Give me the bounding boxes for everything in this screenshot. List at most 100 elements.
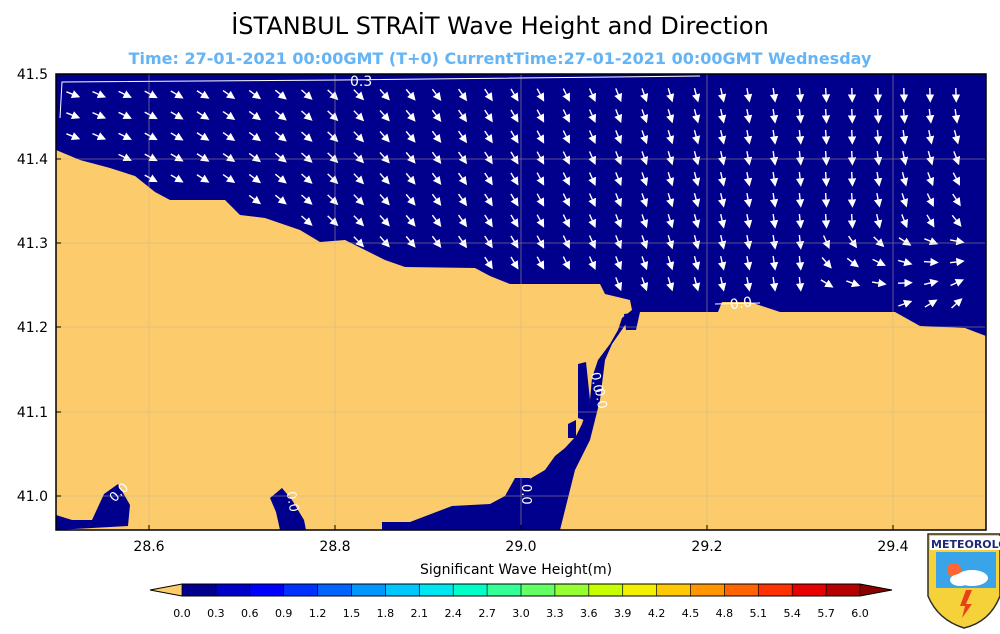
wave-arrow xyxy=(898,299,913,308)
wave-arrow xyxy=(717,255,727,271)
wave-arrow xyxy=(92,132,107,141)
wave-arrow xyxy=(640,130,649,145)
wave-arrow xyxy=(484,256,493,270)
wave-arrow xyxy=(301,215,313,226)
colorbar-cell xyxy=(317,584,352,596)
wave-arrow xyxy=(536,214,545,228)
colorbar-cell xyxy=(453,584,488,596)
colorbar-tick-label: 2.4 xyxy=(444,607,462,620)
wave-arrow xyxy=(795,276,805,292)
wave-arrow xyxy=(457,151,468,165)
wave-arrow xyxy=(900,214,909,229)
wave-arrow xyxy=(692,130,701,145)
wave-arrow xyxy=(949,257,965,267)
wave-arrow xyxy=(795,213,805,229)
wave-arrow xyxy=(692,277,701,292)
wave-arrow xyxy=(510,151,519,165)
wave-arrow xyxy=(873,108,883,124)
wave-arrow xyxy=(692,235,701,250)
colorbar-tick-label: 3.9 xyxy=(614,607,632,620)
wave-arrow xyxy=(743,171,753,187)
wave-arrow xyxy=(484,172,493,186)
logo-text: METEOROLOJ xyxy=(931,538,1000,551)
wave-arrow xyxy=(588,130,597,145)
wave-arrow xyxy=(951,298,963,309)
wave-arrow xyxy=(743,234,753,250)
wave-arrow xyxy=(952,130,961,145)
golden-horn-inlet xyxy=(270,488,306,530)
wave-arrow xyxy=(431,109,442,122)
wave-arrow xyxy=(92,90,107,99)
wave-arrow xyxy=(640,151,649,166)
wave-arrow xyxy=(952,151,961,166)
colorbar-tick-label: 4.2 xyxy=(648,607,666,620)
wave-arrow xyxy=(899,150,909,166)
wave-arrow xyxy=(743,129,753,145)
wave-arrow xyxy=(588,172,597,187)
wave-arrow xyxy=(640,277,649,292)
wave-arrow xyxy=(614,172,623,187)
contour-label: 0.0 xyxy=(587,371,605,394)
colorbar-tick-label: 6.0 xyxy=(851,607,869,620)
wave-arrow xyxy=(301,152,313,163)
wave-arrow xyxy=(562,193,570,207)
wave-arrow xyxy=(924,278,939,287)
map-gridlines xyxy=(56,74,986,530)
colorbar-tick-label: 3.3 xyxy=(546,607,564,620)
wave-arrow xyxy=(588,193,597,208)
wave-arrow xyxy=(484,88,493,102)
wave-arrow xyxy=(847,192,857,208)
wave-arrow xyxy=(379,173,390,185)
wave-arrow xyxy=(769,129,779,145)
wave-arrow xyxy=(379,236,390,248)
wave-arrow xyxy=(301,89,313,100)
wave-arrow xyxy=(405,235,416,248)
wave-arrow xyxy=(301,173,313,184)
wave-arrow xyxy=(821,108,831,124)
colorbar-cell xyxy=(758,584,793,596)
contour-label: 0.3 xyxy=(350,74,372,90)
wave-arrow xyxy=(431,193,442,206)
wave-arrow xyxy=(873,150,883,166)
colorbar-tick-label: 4.8 xyxy=(716,607,734,620)
wave-arrow xyxy=(926,151,935,166)
wave-arrow xyxy=(562,256,570,270)
wave-arrow xyxy=(588,235,597,250)
y-tick-label: 41.3 xyxy=(17,236,48,252)
wave-arrow xyxy=(717,192,727,208)
wave-arrow xyxy=(353,131,365,143)
wave-arrow xyxy=(692,109,701,124)
wave-arrow xyxy=(274,131,287,142)
wave-arrow xyxy=(640,214,649,229)
wave-arrow xyxy=(431,172,442,185)
colorbar-cell xyxy=(249,584,285,596)
wave-arrow xyxy=(431,130,442,143)
meteorology-logo: METEOROLOJ xyxy=(927,533,1000,629)
wave-arrow xyxy=(666,214,675,229)
wave-arrow xyxy=(821,257,832,269)
wave-arrow xyxy=(222,90,236,100)
wave-arrow xyxy=(952,193,961,207)
wave-arrow xyxy=(900,172,909,187)
wave-arrow xyxy=(614,88,623,103)
colorbar-label: Significant Wave Height(m) xyxy=(420,562,613,578)
wave-arrow xyxy=(692,172,701,187)
wave-arrow xyxy=(899,108,909,124)
colorbar-tick-label: 1.8 xyxy=(377,607,395,620)
wave-arrow xyxy=(640,256,649,271)
wave-arrow xyxy=(431,88,442,101)
wave-arrow xyxy=(248,110,262,121)
wave-arrow xyxy=(769,213,779,229)
wave-arrow xyxy=(666,130,675,145)
wave-arrow xyxy=(144,111,158,120)
wave-arrow xyxy=(743,108,753,124)
colorbar-cells xyxy=(182,584,861,596)
wave-arrow xyxy=(873,213,883,229)
wave-arrow xyxy=(717,108,727,124)
colorbar-cell xyxy=(622,584,658,596)
wave-arrow xyxy=(274,89,287,100)
colorbar-cell xyxy=(215,584,251,596)
wave-arrow xyxy=(872,258,886,266)
y-tick-label: 41.0 xyxy=(17,489,48,505)
wave-arrow xyxy=(640,172,649,187)
